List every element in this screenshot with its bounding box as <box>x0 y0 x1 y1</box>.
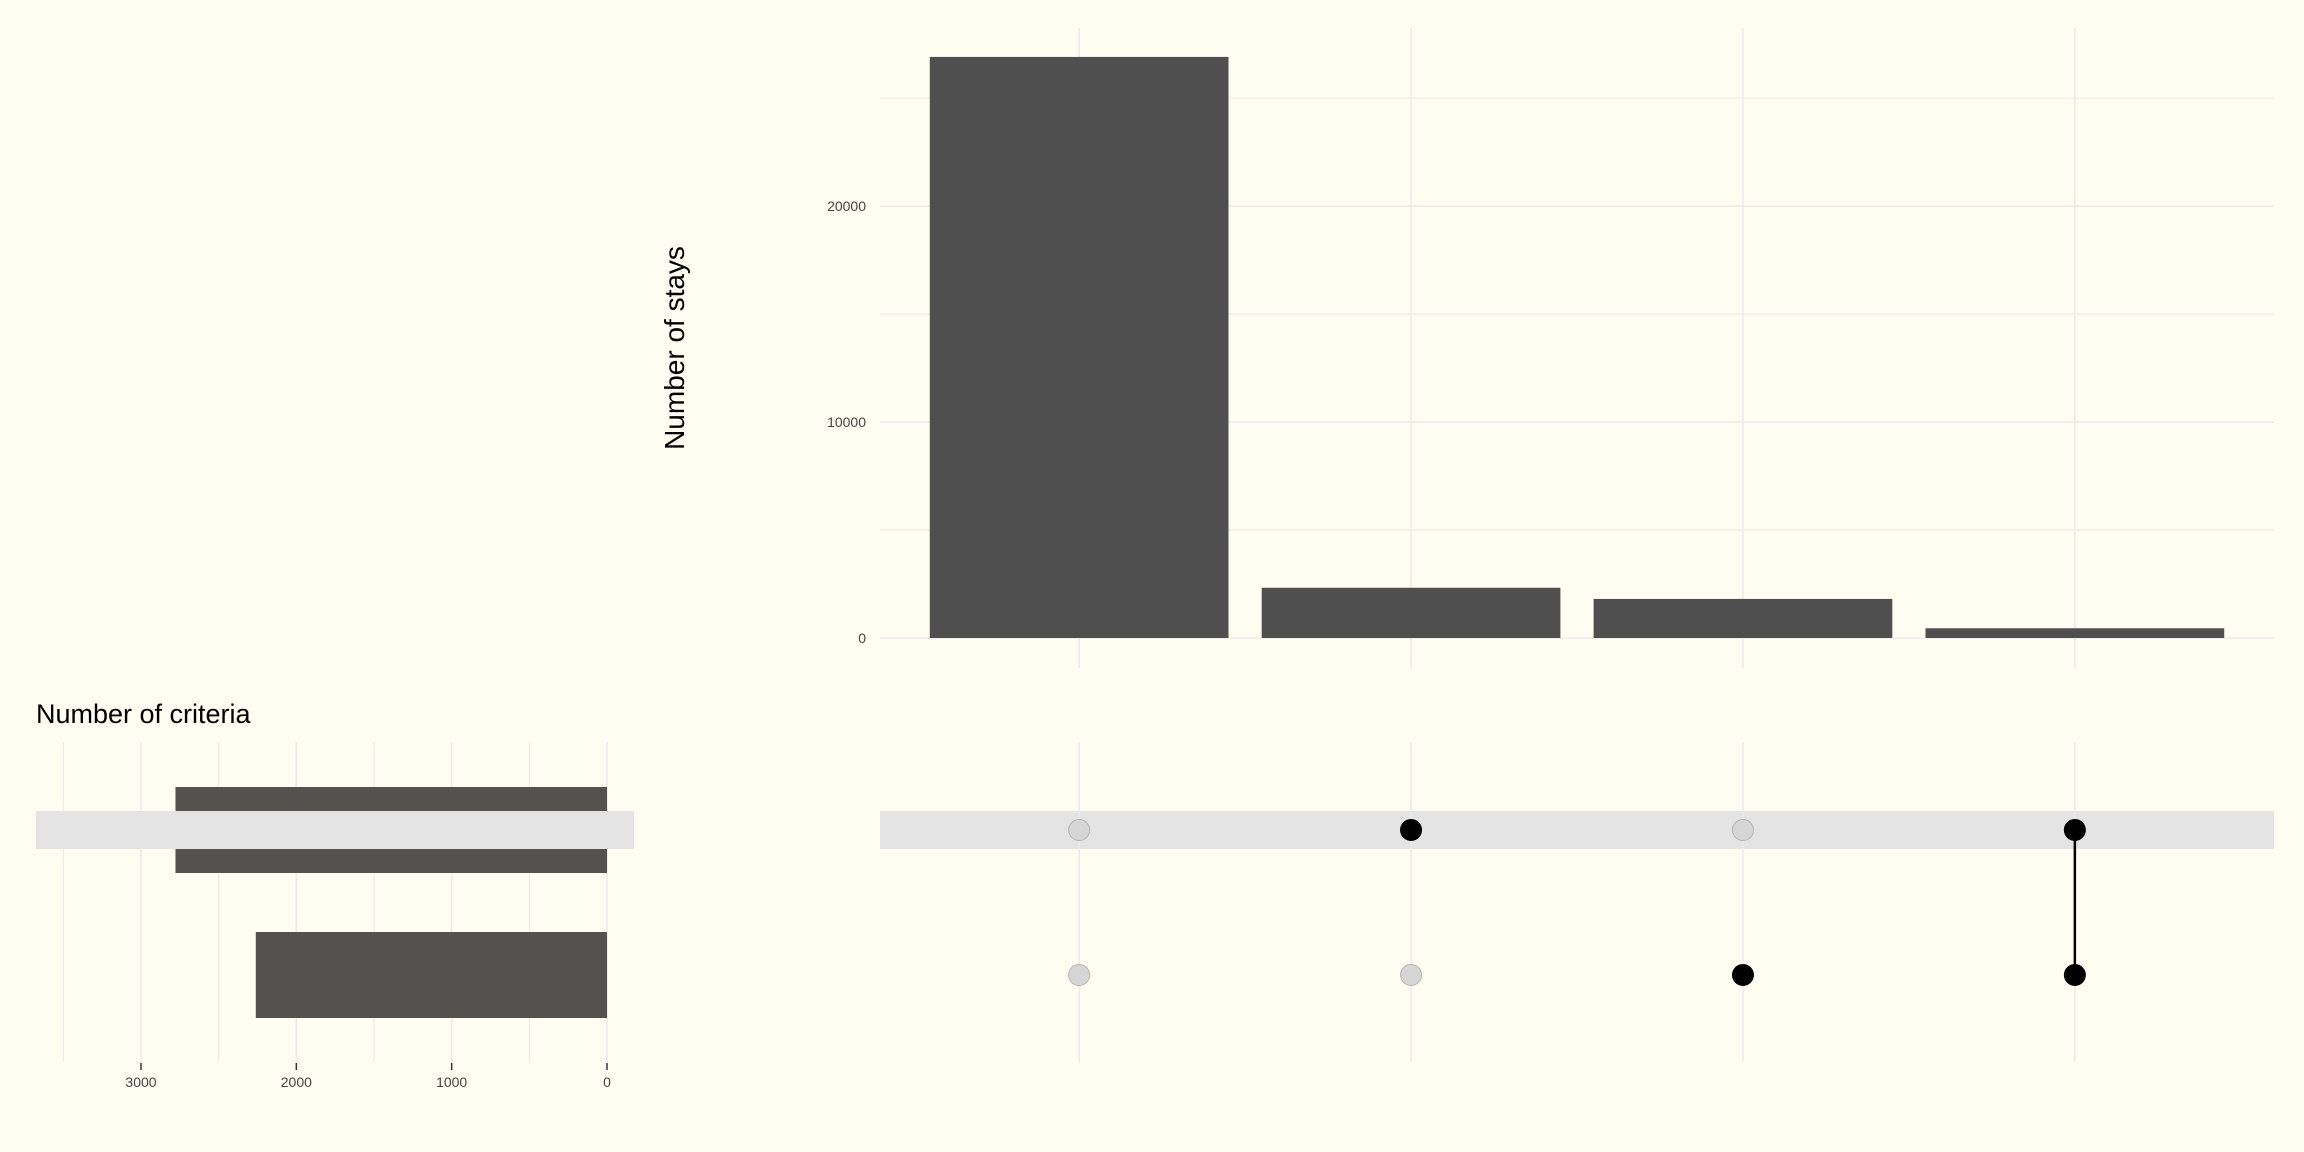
matrix-dot-inactive <box>1400 964 1423 986</box>
set-size-title: Number of criteria <box>36 699 252 729</box>
x-tick-label: 0 <box>603 1074 611 1090</box>
y-tick-label: 20000 <box>827 198 866 214</box>
intersection-y-axis-label: Number of stays <box>659 246 690 450</box>
matrix-dot-inactive <box>1068 964 1091 986</box>
x-tick-label: 3000 <box>125 1074 156 1090</box>
set-row-band <box>36 811 634 849</box>
intersection-bar <box>929 56 1229 639</box>
intersection-bar <box>1593 598 1893 638</box>
set-size-x-ticks: 3000 2000 1000 0 <box>125 1063 611 1090</box>
x-tick-label: 2000 <box>281 1074 312 1090</box>
matrix-dot-inactive <box>1731 819 1754 841</box>
intersection-bar <box>1261 587 1561 638</box>
matrix-background <box>36 742 2274 1062</box>
x-tick-label: 1000 <box>436 1074 467 1090</box>
intersection-bar <box>1925 628 2225 638</box>
matrix-dot-inactive <box>1068 819 1091 841</box>
matrix-dot-active <box>2063 819 2086 841</box>
set-size-bar <box>255 932 608 1018</box>
matrix-row-band <box>880 811 2274 849</box>
y-tick-label: 0 <box>858 630 866 646</box>
matrix-dot-active <box>1731 964 1754 986</box>
matrix-dot-active <box>2063 964 2086 986</box>
y-tick-label: 10000 <box>827 414 866 430</box>
intersection-bars <box>929 56 2225 639</box>
matrix-dot-active <box>1400 819 1423 841</box>
membership-matrix <box>1068 819 2086 986</box>
intersection-y-ticks: 0 10000 20000 <box>827 198 866 646</box>
